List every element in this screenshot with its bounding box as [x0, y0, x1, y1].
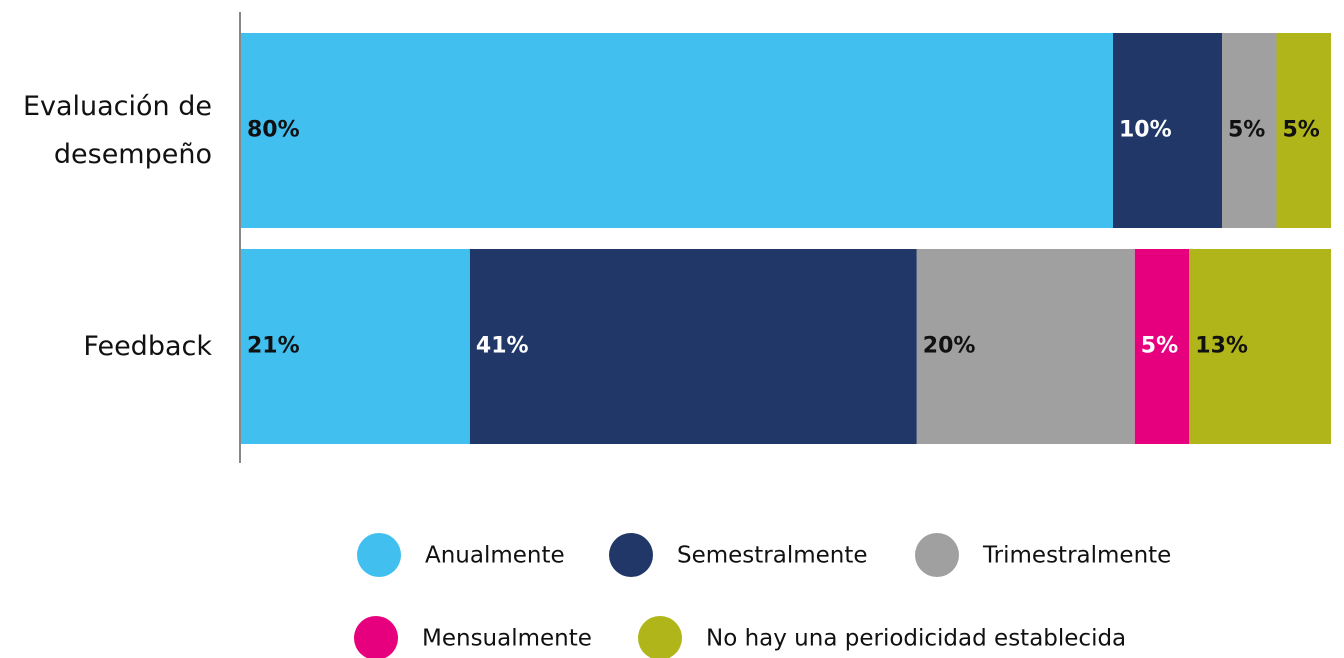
- legend-label: Mensualmente: [422, 626, 592, 652]
- value-label: 21%: [247, 334, 300, 359]
- value-label: 5%: [1141, 334, 1178, 359]
- category-label: Feedback: [83, 330, 212, 362]
- legend-label: Trimestralmente: [982, 543, 1171, 569]
- legend-label: Semestralmente: [677, 543, 868, 569]
- bar-segment: [241, 249, 470, 444]
- legend-swatch: [357, 533, 401, 577]
- value-label: 10%: [1119, 118, 1172, 143]
- value-label: 80%: [247, 118, 300, 143]
- value-label: 5%: [1283, 118, 1320, 143]
- value-label: 20%: [923, 334, 976, 359]
- bar-segment: [1113, 33, 1222, 228]
- bar-segment: [1134, 249, 1190, 444]
- legend-swatch: [915, 533, 959, 577]
- value-label: 5%: [1228, 118, 1265, 143]
- bar-segment: [1189, 249, 1331, 444]
- legend-swatch: [609, 533, 653, 577]
- legend-swatch: [354, 616, 398, 658]
- bar-segment: [469, 249, 917, 444]
- value-label: 13%: [1195, 334, 1248, 359]
- legend-swatch: [638, 616, 682, 658]
- legend-label: Anualmente: [425, 543, 565, 569]
- category-label: Evaluación de desempeño: [22, 90, 212, 170]
- bar-segment: [1222, 33, 1277, 228]
- value-label: 41%: [476, 334, 529, 359]
- bar-segment: [916, 249, 1135, 444]
- bar-segment: [241, 33, 1113, 228]
- legend-label: No hay una periodicidad establecida: [706, 626, 1126, 652]
- bar-segment: [1276, 33, 1331, 228]
